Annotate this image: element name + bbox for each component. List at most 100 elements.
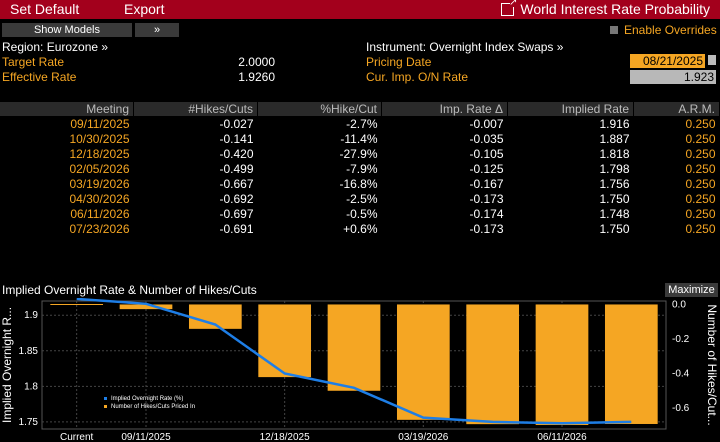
meeting-date-cell: 09/11/2025 bbox=[70, 116, 130, 131]
arm-cell: 0.250 bbox=[685, 221, 716, 236]
effective-rate-value: 1.9260 bbox=[238, 70, 275, 84]
meeting-date-cell: 07/23/2026 bbox=[69, 221, 130, 236]
chart-title: Implied Overnight Rate & Number of Hikes… bbox=[2, 283, 257, 297]
implied-rate-cell: 1.748 bbox=[599, 206, 630, 221]
y-left-axis-title: Implied Overnight R... bbox=[0, 307, 14, 423]
table-row[interactable]: 09/11/2025 -0.027 -2.7% -0.007 1.916 0.250 bbox=[0, 116, 720, 131]
table-row[interactable]: 07/23/2026 -0.691 +0.6% -0.173 1.750 0.250 bbox=[0, 221, 720, 236]
y-left-tick-label: 1.8 bbox=[24, 381, 38, 392]
y-left-tick-label: 1.75 bbox=[19, 417, 39, 428]
legend-label-line: Implied Overnight Rate (%) bbox=[111, 396, 183, 402]
table-row[interactable]: 06/11/2026 -0.697 -0.5% -0.174 1.748 0.250 bbox=[0, 206, 720, 221]
implied-rate-cell: 1.818 bbox=[599, 146, 630, 161]
top-toolbar: Set Default Export World Interest Rate P… bbox=[0, 0, 720, 19]
set-default-button[interactable]: Set Default bbox=[10, 1, 80, 17]
imp-rate-delta-cell: -0.173 bbox=[469, 191, 504, 206]
hikes-cuts-cell: -0.697 bbox=[219, 206, 254, 221]
export-button[interactable]: Export bbox=[124, 1, 165, 17]
window-title[interactable]: World Interest Rate Probability bbox=[501, 0, 710, 17]
imp-rate-delta-cell: -0.105 bbox=[469, 146, 504, 161]
show-models-button[interactable]: Show Models bbox=[2, 23, 132, 37]
imp-rate-delta-cell: -0.007 bbox=[469, 116, 504, 131]
bar-hikes-cuts bbox=[535, 304, 589, 426]
table-row[interactable]: 04/30/2026 -0.692 -2.5% -0.173 1.750 0.250 bbox=[0, 191, 720, 206]
external-link-icon[interactable] bbox=[501, 0, 517, 16]
implied-rate-cell: 1.798 bbox=[599, 161, 630, 176]
legend-swatch-line bbox=[104, 397, 107, 400]
imp-rate-delta-cell: -0.167 bbox=[469, 176, 504, 191]
bar-hikes-cuts bbox=[119, 304, 173, 310]
arm-cell: 0.250 bbox=[685, 146, 716, 161]
y-right-axis-title: Number of Hikes/Cut... bbox=[705, 304, 719, 425]
meeting-date-cell: 04/30/2026 bbox=[69, 191, 130, 206]
legend-swatch-bar bbox=[104, 405, 107, 408]
arm-cell: 0.250 bbox=[685, 191, 716, 206]
pct-hike-cut-cell: -11.4% bbox=[340, 131, 378, 146]
calendar-icon[interactable] bbox=[708, 55, 716, 65]
y-left-tick-label: 1.85 bbox=[19, 346, 39, 357]
col-arm-header[interactable]: A.R.M. bbox=[633, 102, 720, 116]
rate-probability-table: Meeting #Hikes/Cuts %Hike/Cut Imp. Rate … bbox=[0, 102, 720, 236]
y-right-tick-label: -0.2 bbox=[672, 334, 690, 345]
x-tick-label: 09/11/2025 bbox=[121, 432, 171, 442]
y-right-tick-label: -0.6 bbox=[672, 403, 690, 414]
pct-hike-cut-cell: -7.9% bbox=[346, 161, 378, 176]
hikes-cuts-cell: -0.691 bbox=[219, 221, 254, 236]
imp-rate-delta-cell: -0.173 bbox=[469, 221, 504, 236]
pricing-date-input[interactable]: 08/21/2025 bbox=[630, 54, 705, 68]
window-title-text: World Interest Rate Probability bbox=[520, 1, 710, 17]
hikes-cuts-cell: -0.499 bbox=[219, 161, 254, 176]
table-header-row: Meeting #Hikes/Cuts %Hike/Cut Imp. Rate … bbox=[0, 102, 720, 116]
bar-hikes-cuts bbox=[327, 304, 381, 391]
meeting-date-cell: 03/19/2026 bbox=[69, 176, 130, 191]
hikes-cuts-cell: -0.420 bbox=[219, 146, 254, 161]
x-tick-label: 12/18/2025 bbox=[260, 432, 310, 442]
y-right-tick-label: 0.0 bbox=[672, 299, 686, 310]
region-selector[interactable]: Region: Eurozone » bbox=[2, 40, 109, 54]
instrument-selector[interactable]: Instrument: Overnight Index Swaps » bbox=[366, 40, 564, 54]
pct-hike-cut-cell: -0.5% bbox=[346, 206, 378, 221]
pct-hike-cut-cell: -27.9% bbox=[339, 146, 378, 161]
arm-cell: 0.250 bbox=[685, 176, 716, 191]
cur-imp-rate-value[interactable]: 1.923 bbox=[630, 70, 716, 84]
bar-hikes-cuts bbox=[258, 304, 312, 378]
implied-rate-cell: 1.916 bbox=[599, 116, 630, 131]
col-implied-rate-header[interactable]: Implied Rate bbox=[507, 102, 634, 116]
y-right-tick-label: -0.4 bbox=[672, 369, 690, 380]
implied-rate-line bbox=[76, 298, 632, 425]
bar-hikes-cuts bbox=[396, 304, 450, 420]
imp-rate-delta-cell: -0.035 bbox=[469, 131, 504, 146]
col-hikes-cuts-header[interactable]: #Hikes/Cuts bbox=[133, 102, 258, 116]
x-tick-label: 03/19/2026 bbox=[398, 432, 448, 442]
bar-hikes-cuts bbox=[604, 304, 658, 424]
col-imp-rate-delta-header[interactable]: Imp. Rate Δ bbox=[381, 102, 508, 116]
table-row[interactable]: 10/30/2025 -0.141 -11.4% -0.035 1.887 0.250 bbox=[0, 131, 720, 146]
arm-cell: 0.250 bbox=[685, 206, 716, 221]
table-row[interactable]: 03/19/2026 -0.667 -16.8% -0.167 1.756 0.250 bbox=[0, 176, 720, 191]
bar-hikes-cuts bbox=[466, 304, 520, 425]
col-meeting-header[interactable]: Meeting bbox=[0, 102, 134, 116]
hikes-cuts-cell: -0.027 bbox=[219, 116, 254, 131]
meeting-date-cell: 06/11/2026 bbox=[70, 206, 130, 221]
table-row[interactable]: 12/18/2025 -0.420 -27.9% -0.105 1.818 0.250 bbox=[0, 146, 720, 161]
cur-imp-rate-label: Cur. Imp. O/N Rate bbox=[366, 70, 469, 84]
x-tick-label: Current bbox=[60, 432, 94, 442]
x-tick-label: 06/11/2026 bbox=[537, 432, 587, 442]
arm-cell: 0.250 bbox=[685, 161, 716, 176]
implied-rate-cell: 1.756 bbox=[599, 176, 630, 191]
col-pct-hike-cut-header[interactable]: %Hike/Cut bbox=[257, 102, 382, 116]
maximize-button[interactable]: Maximize bbox=[665, 283, 718, 297]
implied-rate-cell: 1.750 bbox=[599, 221, 630, 236]
expand-panel-button[interactable]: » bbox=[135, 23, 179, 37]
implied-rate-cell: 1.750 bbox=[599, 191, 630, 206]
table-row[interactable]: 02/05/2026 -0.499 -7.9% -0.125 1.798 0.250 bbox=[0, 161, 720, 176]
target-rate-value: 2.0000 bbox=[238, 55, 275, 69]
implied-rate-chart: 1.9 1.85 1.8 1.75 Current 09/11/2025 12/18/202… bbox=[0, 298, 719, 442]
enable-overrides-checkbox[interactable] bbox=[610, 26, 618, 34]
implied-rate-cell: 1.887 bbox=[599, 131, 630, 146]
enable-overrides-label: Enable Overrides bbox=[624, 23, 717, 37]
pricing-date-label: Pricing Date bbox=[366, 55, 432, 69]
target-rate-label: Target Rate bbox=[2, 55, 65, 69]
imp-rate-delta-cell: -0.125 bbox=[469, 161, 504, 176]
meeting-date-cell: 12/18/2025 bbox=[69, 146, 130, 161]
